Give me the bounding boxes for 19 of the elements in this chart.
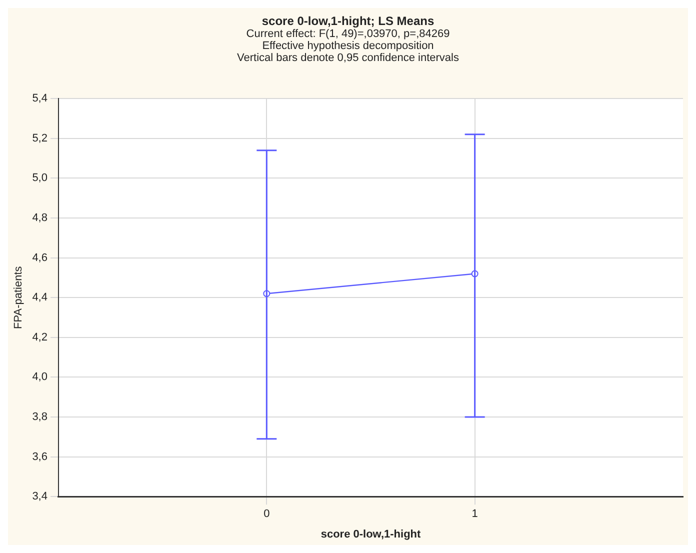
y-tick-label: 4,4 xyxy=(32,292,48,304)
y-tick-label: 3,8 xyxy=(32,411,48,424)
chart-title: score 0-low,1-hight; LS Means xyxy=(260,14,436,28)
y-tick-label: 5,0 xyxy=(32,172,48,184)
y-tick-label: 4,0 xyxy=(32,371,48,384)
y-tick-label: 3,6 xyxy=(32,450,48,463)
y-tick-label: 4,2 xyxy=(32,331,48,344)
y-axis-title: FPA-patients xyxy=(12,266,25,329)
chart-subtitle: Current effect: F(1, 49)=,03970, p=,84269 xyxy=(245,28,451,40)
x-tick-label: 0 xyxy=(264,508,270,520)
y-tick-label: 4,6 xyxy=(32,252,48,264)
y-tick-label: 5,2 xyxy=(32,132,48,144)
y-tick-label: 5,4 xyxy=(32,92,48,105)
y-tick-label: 4,8 xyxy=(32,212,48,224)
text: Effective hypothesis decomposition xyxy=(261,40,435,52)
y-tick-label: 3,4 xyxy=(32,490,48,503)
text: Vertical bars denote 0,95 confidence intervals xyxy=(236,52,460,64)
x-tick-label: 1 xyxy=(472,508,478,520)
x-axis-title: score 0-low,1-hight xyxy=(320,528,421,540)
